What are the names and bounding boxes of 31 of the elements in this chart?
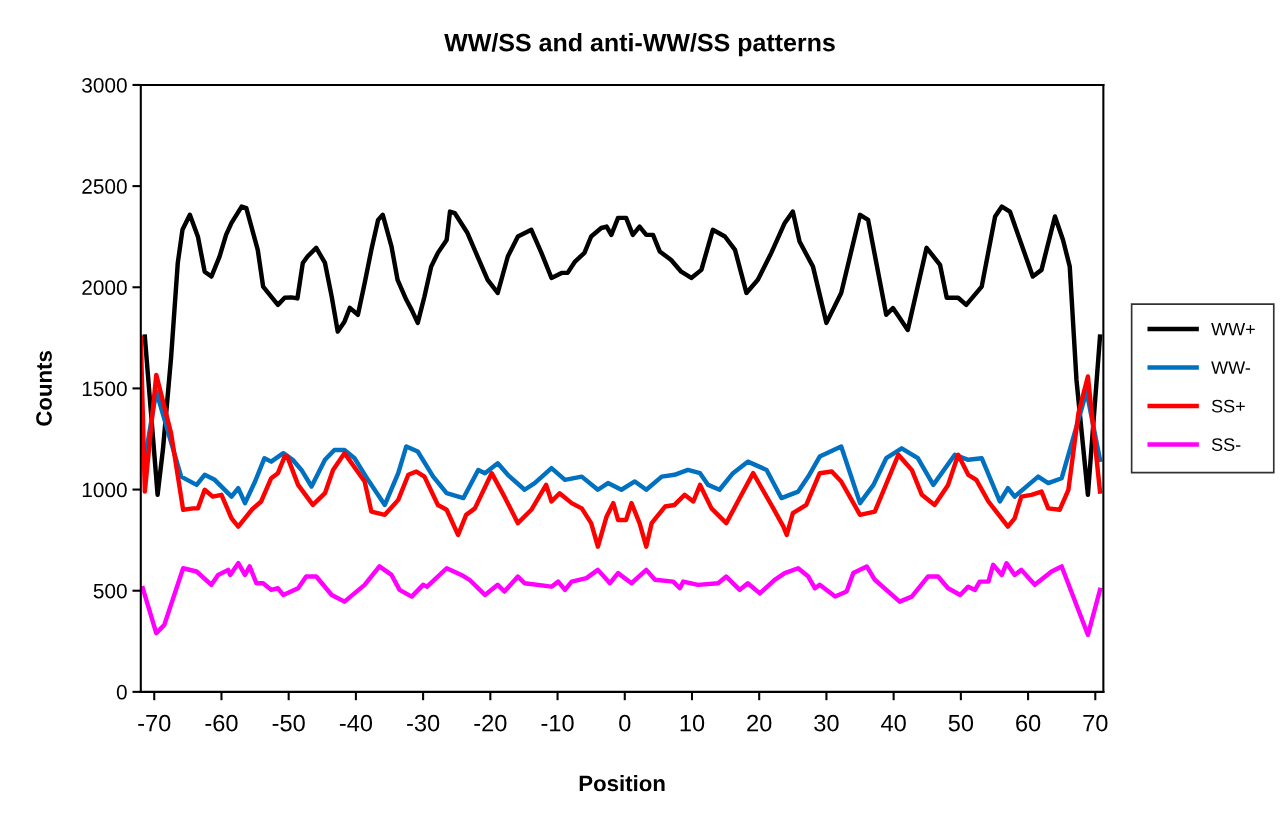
x-tick-label: 30 <box>814 714 839 732</box>
x-tick-label: 0 <box>619 714 631 732</box>
x-tick-label: -10 <box>541 714 574 732</box>
x-tick-label: 40 <box>881 714 906 732</box>
line-series <box>140 560 1103 638</box>
x-tick-label: -30 <box>407 714 440 732</box>
x-tick-label: 10 <box>680 714 705 732</box>
x-tick-label: 70 <box>1083 714 1108 732</box>
x-tick-label: 20 <box>747 714 772 732</box>
chart-title: WW/SS and anti-WW/SS patterns <box>444 33 835 57</box>
x-tick-label: -40 <box>339 714 373 732</box>
y-tick-label: 3000 <box>82 77 127 93</box>
legend-label: SS+ <box>1211 399 1245 413</box>
y-tick-label: 0 <box>116 684 127 700</box>
legend-label: WW- <box>1211 361 1251 374</box>
y-tick-label: 500 <box>93 583 127 599</box>
y-tick-label: 2000 <box>82 280 127 296</box>
y-axis-title: Counts <box>36 351 52 426</box>
x-tick-label: -60 <box>205 714 238 732</box>
x-tick-label: -50 <box>272 714 305 732</box>
y-tick-label: 1500 <box>82 381 127 397</box>
y-tick-label: 1000 <box>82 482 127 498</box>
line-series <box>140 335 1103 549</box>
x-tick-label: 50 <box>948 714 974 732</box>
x-tick-label: -20 <box>474 714 507 732</box>
legend-label: WW+ <box>1211 322 1255 336</box>
x-axis-title: Position <box>579 774 665 792</box>
x-tick-label: 60 <box>1016 714 1041 732</box>
x-tick-label: -70 <box>138 714 171 732</box>
legend-label: SS- <box>1211 438 1241 451</box>
y-tick-label: 2500 <box>82 179 127 194</box>
